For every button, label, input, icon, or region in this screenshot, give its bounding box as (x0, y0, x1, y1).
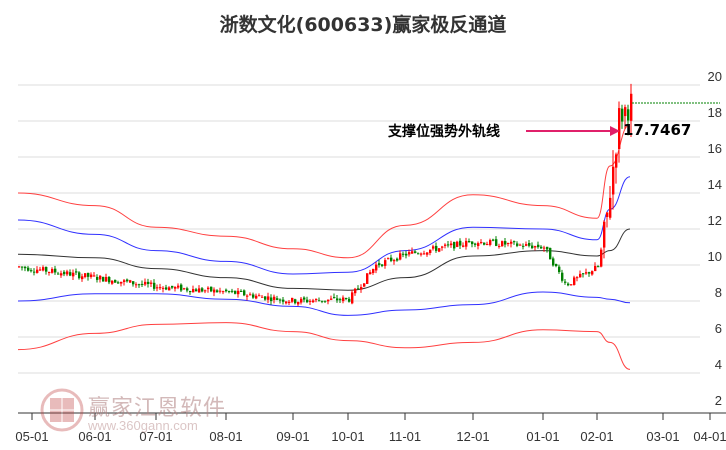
y-tick-label: 12 (708, 213, 722, 228)
x-tick-label: 01-01 (526, 429, 559, 444)
x-tick-label: 11-01 (389, 429, 421, 444)
y-tick-label: 14 (708, 177, 722, 192)
watermark-name: 赢家江恩软件 (88, 396, 227, 421)
channel-line (17, 228, 631, 291)
arrow-head-icon (610, 126, 620, 136)
channel-line (17, 322, 631, 370)
x-tick-label: 10-01 (331, 429, 364, 444)
watermark-url: www.360gann.com (88, 418, 198, 433)
x-tick-label: 02-01 (580, 429, 613, 444)
channel-line (17, 291, 631, 316)
x-tick-label: 12-01 (456, 429, 489, 444)
support-line-value: 17.7467 (623, 121, 692, 139)
y-tick-label: 8 (715, 285, 722, 300)
x-tick-label: 06-01 (78, 429, 111, 444)
y-tick-label: 6 (715, 321, 722, 336)
y-tick-label: 16 (708, 141, 722, 156)
x-tick-label: 05-01 (15, 429, 48, 444)
y-tick-label: 10 (708, 249, 722, 264)
x-tick-label: 07-01 (139, 429, 172, 444)
y-tick-label: 2 (715, 393, 722, 408)
support-line-label: 支撑位强势外轨线 (388, 124, 500, 140)
y-tick-label: 4 (715, 357, 722, 372)
channel-line (17, 176, 631, 275)
x-tick-label: 03-01 (646, 429, 679, 444)
chart-title: 浙数文化(600633)赢家极反通道 (219, 14, 507, 36)
candlesticks (18, 83, 633, 306)
y-tick-label: 20 (708, 69, 722, 84)
x-tick-label: 08-01 (209, 429, 242, 444)
channel-line (17, 124, 631, 259)
x-tick-label: 04-01 (693, 429, 726, 444)
y-tick-label: 18 (708, 105, 722, 120)
x-tick-label: 09-01 (276, 429, 309, 444)
